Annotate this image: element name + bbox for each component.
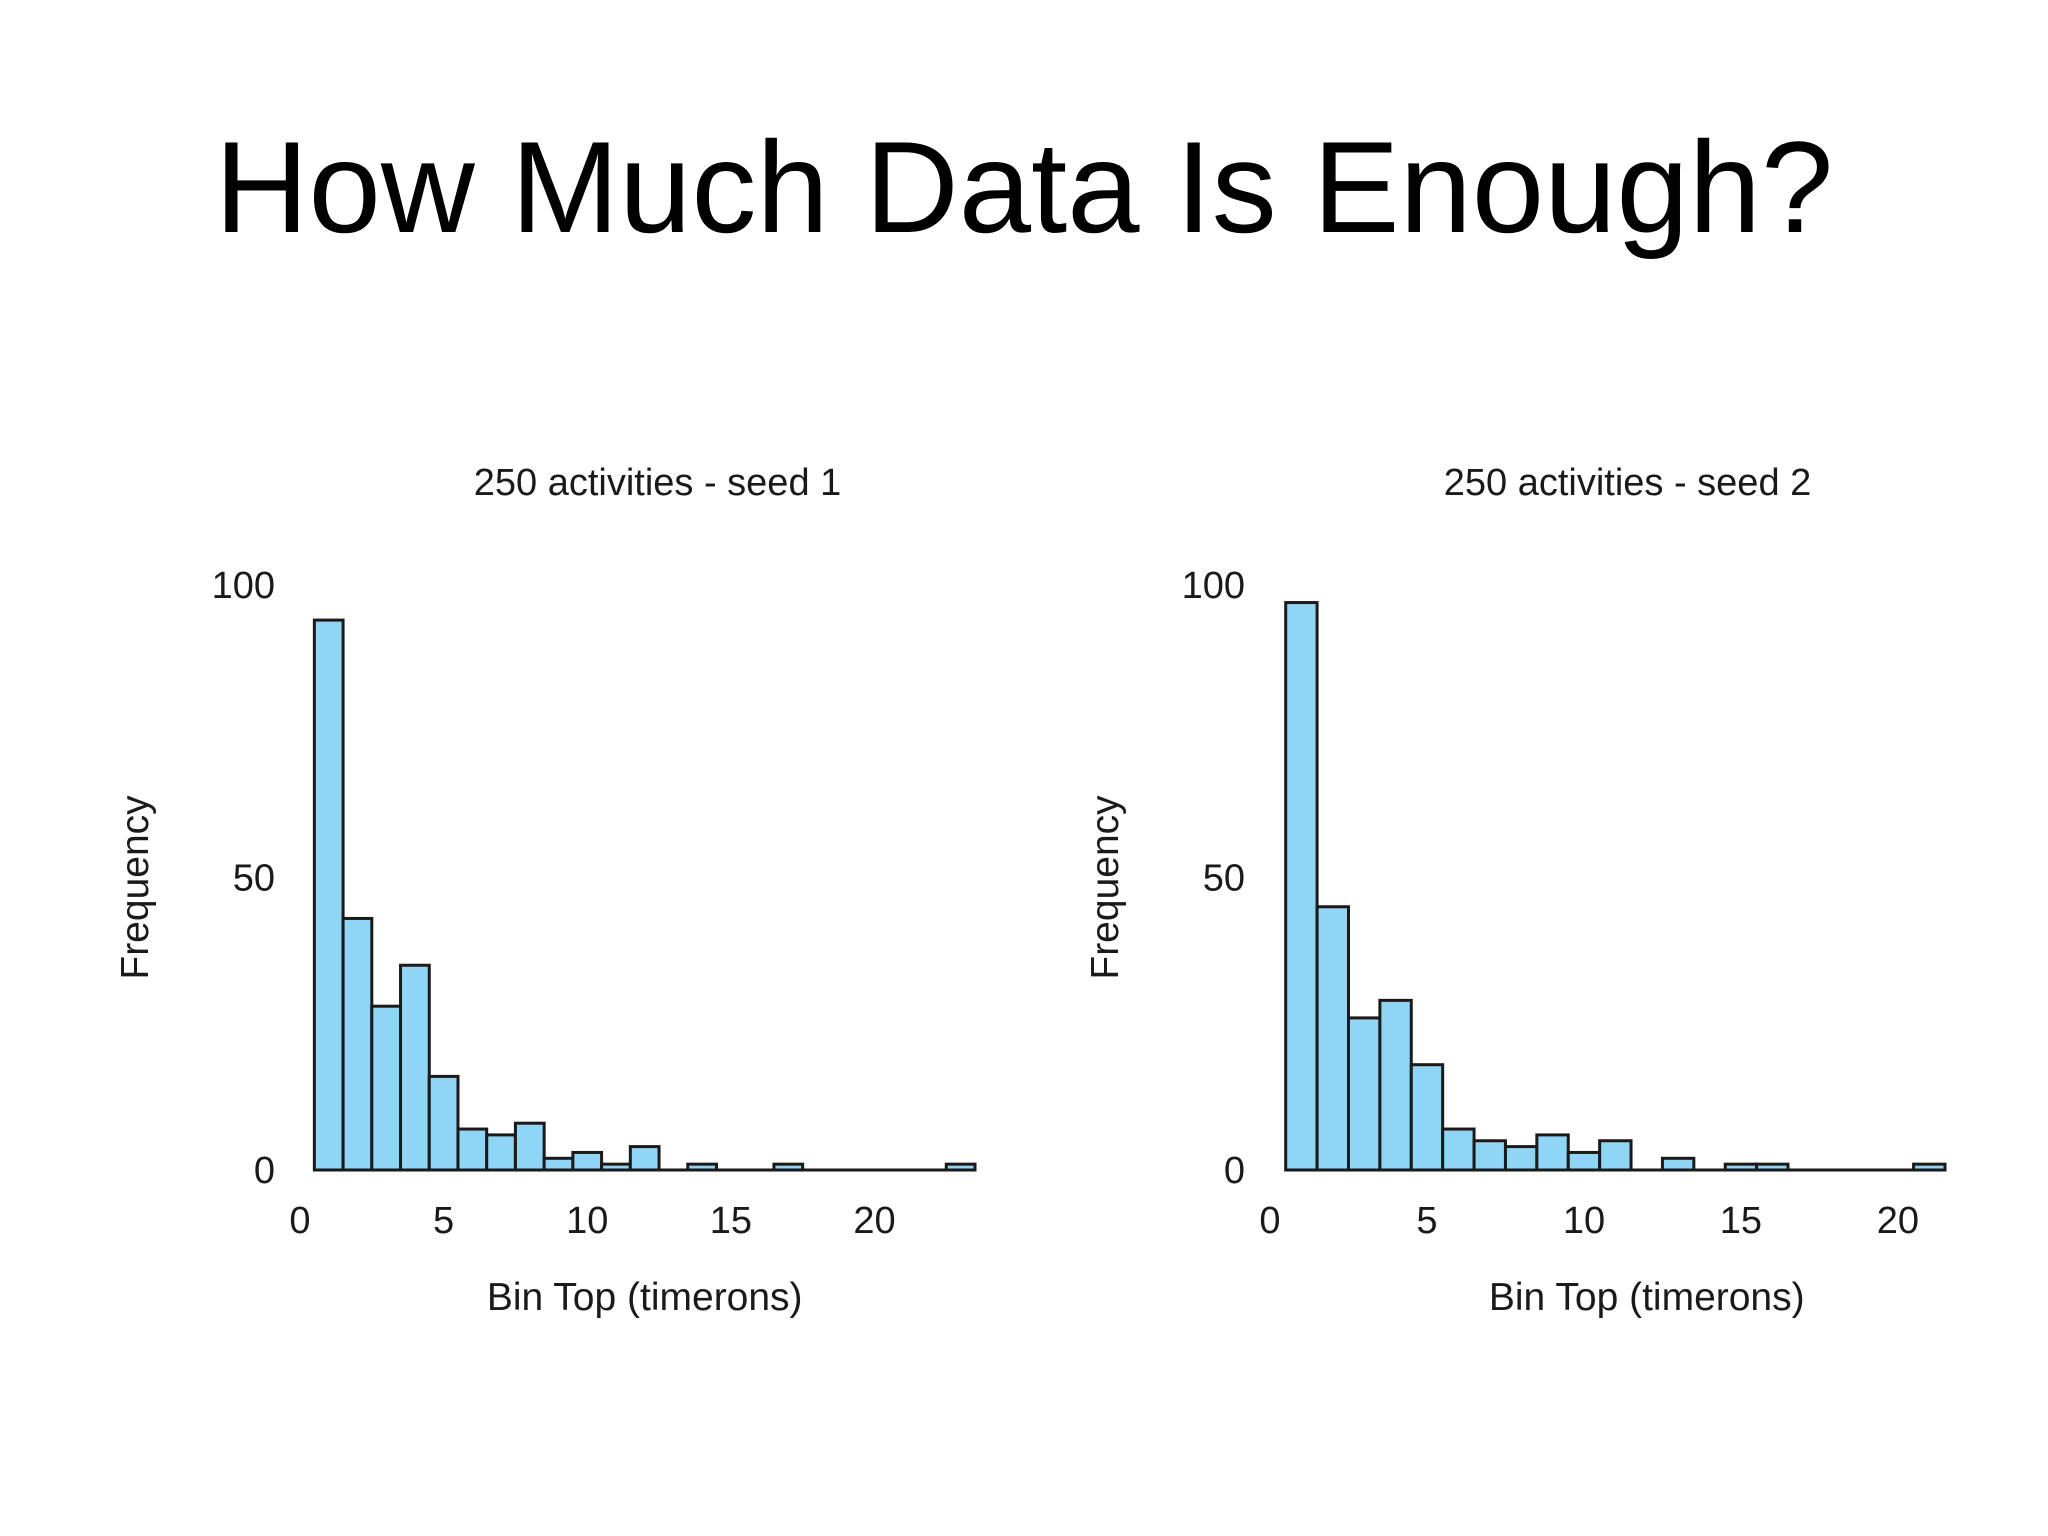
histogram-bar: [571, 1150, 604, 1172]
histogram-seed-2: 250 activities - seed 2 0 50 100 0 5 10 15 20 Bin…: [1084, 462, 1947, 1319]
x-axis-label: Bin Top (timerons): [1489, 1276, 1805, 1319]
chart-title: 250 activities - seed 2: [1444, 462, 1812, 504]
y-tick-label: 100: [212, 565, 275, 607]
histogram-bar: [1315, 905, 1350, 1172]
x-tick-label: 10: [1563, 1200, 1605, 1242]
histogram-bar: [628, 1145, 661, 1172]
x-tick-label: 0: [289, 1200, 310, 1242]
histogram-bar: [542, 1156, 575, 1172]
histogram-bar: [1598, 1139, 1633, 1172]
histogram-bar: [1660, 1156, 1696, 1172]
histogram-bar: [1472, 1139, 1507, 1172]
y-tick-label: 50: [233, 858, 275, 900]
histogram-bar: [427, 1074, 460, 1172]
x-tick-label: 5: [433, 1200, 454, 1242]
y-axis-label: Frequency: [114, 795, 157, 980]
histogram-bar: [1284, 601, 1319, 1172]
histogram-seed-1: 250 activities - seed 1 0 50 100 0 5 10 15 20 Bin…: [114, 462, 977, 1319]
histogram-bar: [399, 963, 431, 1172]
histogram-bar: [1566, 1150, 1602, 1172]
chart-title: 250 activities - seed 1: [474, 462, 842, 504]
x-tick-label: 10: [566, 1200, 608, 1242]
histogram-bar: [485, 1133, 517, 1172]
histogram-bar: [370, 1004, 403, 1172]
histogram-bar: [341, 916, 374, 1172]
x-tick-label: 15: [710, 1200, 752, 1242]
histogram-bar: [1346, 1016, 1382, 1172]
histogram-bar: [1378, 998, 1413, 1172]
x-tick-label: 20: [853, 1200, 895, 1242]
slide-title: How Much Data Is Enough?: [214, 114, 1834, 260]
x-tick-label: 0: [1259, 1200, 1280, 1242]
histogram-bar: [1409, 1063, 1445, 1172]
x-tick-label: 15: [1720, 1200, 1762, 1242]
y-tick-label: 0: [1224, 1150, 1245, 1192]
x-tick-label: 5: [1416, 1200, 1437, 1242]
histogram-bar: [513, 1121, 546, 1172]
y-axis-label: Frequency: [1084, 795, 1127, 980]
x-axis-label: Bin Top (timerons): [487, 1276, 803, 1319]
histogram-bar: [1535, 1133, 1570, 1172]
y-tick-label: 0: [254, 1150, 275, 1192]
x-tick-label: 20: [1877, 1200, 1919, 1242]
histogram-bar: [456, 1127, 489, 1172]
histogram-bar: [312, 618, 345, 1172]
y-tick-label: 100: [1182, 565, 1245, 607]
histogram-bar: [1503, 1145, 1539, 1172]
y-tick-label: 50: [1203, 858, 1245, 900]
histogram-bar: [1441, 1127, 1476, 1172]
